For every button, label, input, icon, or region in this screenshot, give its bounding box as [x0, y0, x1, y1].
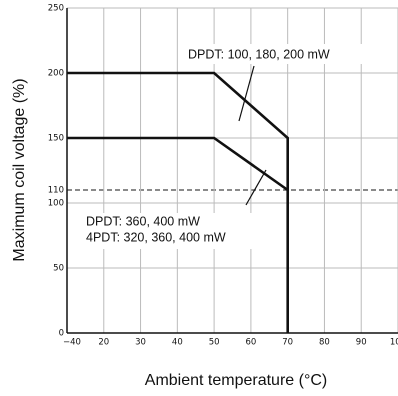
x-axis-label: Ambient temperature (°C)	[145, 372, 327, 389]
y-tick-label: 50	[53, 264, 64, 274]
x-tick-label: 80	[319, 338, 330, 348]
y-tick-label: 200	[48, 69, 64, 79]
data-line	[67, 136, 289, 192]
x-tick-label: 70	[282, 338, 293, 348]
x-tick-label: 40	[172, 338, 183, 348]
x-tick-label: 50	[209, 338, 220, 348]
y-axis-label: Maximum coil voltage (%)	[11, 78, 28, 261]
x-tick-label: 20	[98, 338, 109, 348]
y-tick-label: 0	[59, 329, 64, 339]
annotation-text: DPDT: 360, 400 mW	[86, 214, 200, 228]
x-tick-label: 60	[245, 338, 256, 348]
x-tick-label: 100	[390, 338, 398, 348]
y-tick-label: 110	[48, 186, 64, 196]
x-tick-label: −40	[63, 338, 81, 348]
annotation-text: DPDT: 100, 180, 200 mW	[188, 47, 330, 61]
x-tick-label: 90	[356, 338, 367, 348]
annotation-box	[82, 213, 277, 249]
y-tick-label: 150	[48, 134, 64, 144]
annotation-box	[183, 44, 388, 64]
data-line	[67, 71, 289, 333]
leader-line	[238, 65, 255, 122]
x-tick-label: 30	[135, 338, 146, 348]
annotation-text: 4PDT: 320, 360, 400 mW	[86, 230, 226, 244]
y-tick-label: 100	[48, 199, 64, 209]
leader-line	[245, 169, 267, 206]
y-tick-label: 250	[48, 4, 64, 14]
